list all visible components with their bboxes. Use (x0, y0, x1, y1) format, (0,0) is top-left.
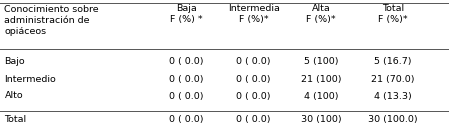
Text: 5 (16.7): 5 (16.7) (374, 57, 412, 66)
Text: Bajo: Bajo (4, 57, 25, 66)
Text: Conocimiento sobre
administración de
opiáceos: Conocimiento sobre administración de opi… (4, 5, 99, 36)
Text: 30 (100.0): 30 (100.0) (368, 115, 418, 124)
Text: 0 ( 0.0): 0 ( 0.0) (237, 57, 271, 66)
Text: 30 (100): 30 (100) (301, 115, 341, 124)
Text: 0 ( 0.0): 0 ( 0.0) (237, 75, 271, 84)
Text: 5 (100): 5 (100) (304, 57, 338, 66)
Text: 0 ( 0.0): 0 ( 0.0) (169, 75, 203, 84)
Text: 0 ( 0.0): 0 ( 0.0) (237, 115, 271, 124)
Text: 0 ( 0.0): 0 ( 0.0) (169, 57, 203, 66)
Text: 4 (100): 4 (100) (304, 92, 338, 100)
Text: 21 (70.0): 21 (70.0) (371, 75, 414, 84)
Text: 0 ( 0.0): 0 ( 0.0) (169, 92, 203, 100)
Text: Total
F (%)*: Total F (%)* (378, 4, 408, 24)
Text: 0 ( 0.0): 0 ( 0.0) (237, 92, 271, 100)
Text: Intermedia
F (%)*: Intermedia F (%)* (228, 4, 280, 24)
Text: Intermedio: Intermedio (4, 75, 56, 84)
Text: 4 (13.3): 4 (13.3) (374, 92, 412, 100)
Text: Total: Total (4, 115, 26, 124)
Text: 0 ( 0.0): 0 ( 0.0) (169, 115, 203, 124)
Text: 21 (100): 21 (100) (301, 75, 341, 84)
Text: Alta
F (%)*: Alta F (%)* (306, 4, 336, 24)
Text: Alto: Alto (4, 92, 23, 100)
Text: Baja
F (%) *: Baja F (%) * (170, 4, 202, 24)
